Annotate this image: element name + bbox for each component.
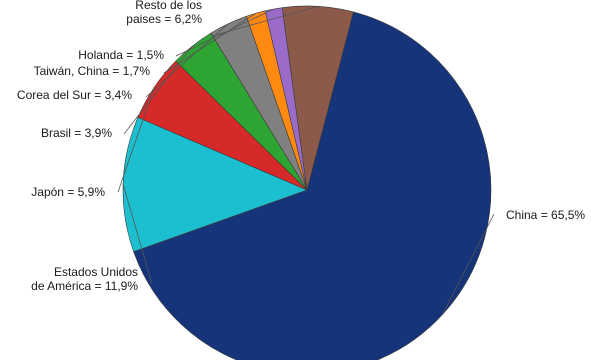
slice-label-line: Holanda = 1,5% [78, 48, 164, 62]
leader-line-brasil [123, 45, 193, 135]
leader-line-china [442, 213, 495, 315]
slice-label-corea-del-sur: Corea del Sur = 3,4% [17, 88, 132, 102]
leader-line-japon [117, 87, 155, 193]
label-leader-lines [117, 5, 495, 315]
leader-line-taiwan-china [163, 12, 256, 74]
slice-label-estados-unidos-de-america: Estados Unidos de América = 11,9% [31, 265, 138, 293]
slice-label-line: Estados Unidos [54, 265, 138, 279]
slice-label-japon: Japón = 5,9% [31, 185, 105, 199]
slice-label-brasil: Brasil = 3,9% [41, 126, 112, 140]
pie-slices [122, 5, 492, 360]
leader-line-resto-de-los-paises [211, 5, 319, 37]
slice-label-line: Japón = 5,9% [31, 185, 105, 199]
slice-label-line: Resto de los [135, 0, 202, 12]
slice-label-taiwan-china: Taiwán, China = 1,7% [34, 64, 151, 78]
slice-label-line: Corea del Sur = 3,4% [17, 88, 132, 102]
slice-label-resto-de-los-paises: Resto de los paises = 6,2% [126, 0, 202, 26]
slice-label-line: China = 65,5% [506, 208, 585, 222]
slice-label-line: de América = 11,9% [31, 279, 138, 293]
slice-label-holanda: Holanda = 1,5% [78, 48, 164, 62]
slice-label-line: Brasil = 3,9% [41, 126, 112, 140]
slice-labels: China = 65,5% Estados Unidos de América = … [17, 0, 585, 293]
leader-line-estados-unidos-de-america [122, 184, 153, 285]
slice-label-line: Taiwán, China = 1,7% [34, 64, 151, 78]
leader-line-corea-del-sur [145, 23, 229, 98]
slice-label-line: paises = 6,2% [126, 12, 202, 26]
slice-label-china: China = 65,5% [506, 208, 585, 222]
